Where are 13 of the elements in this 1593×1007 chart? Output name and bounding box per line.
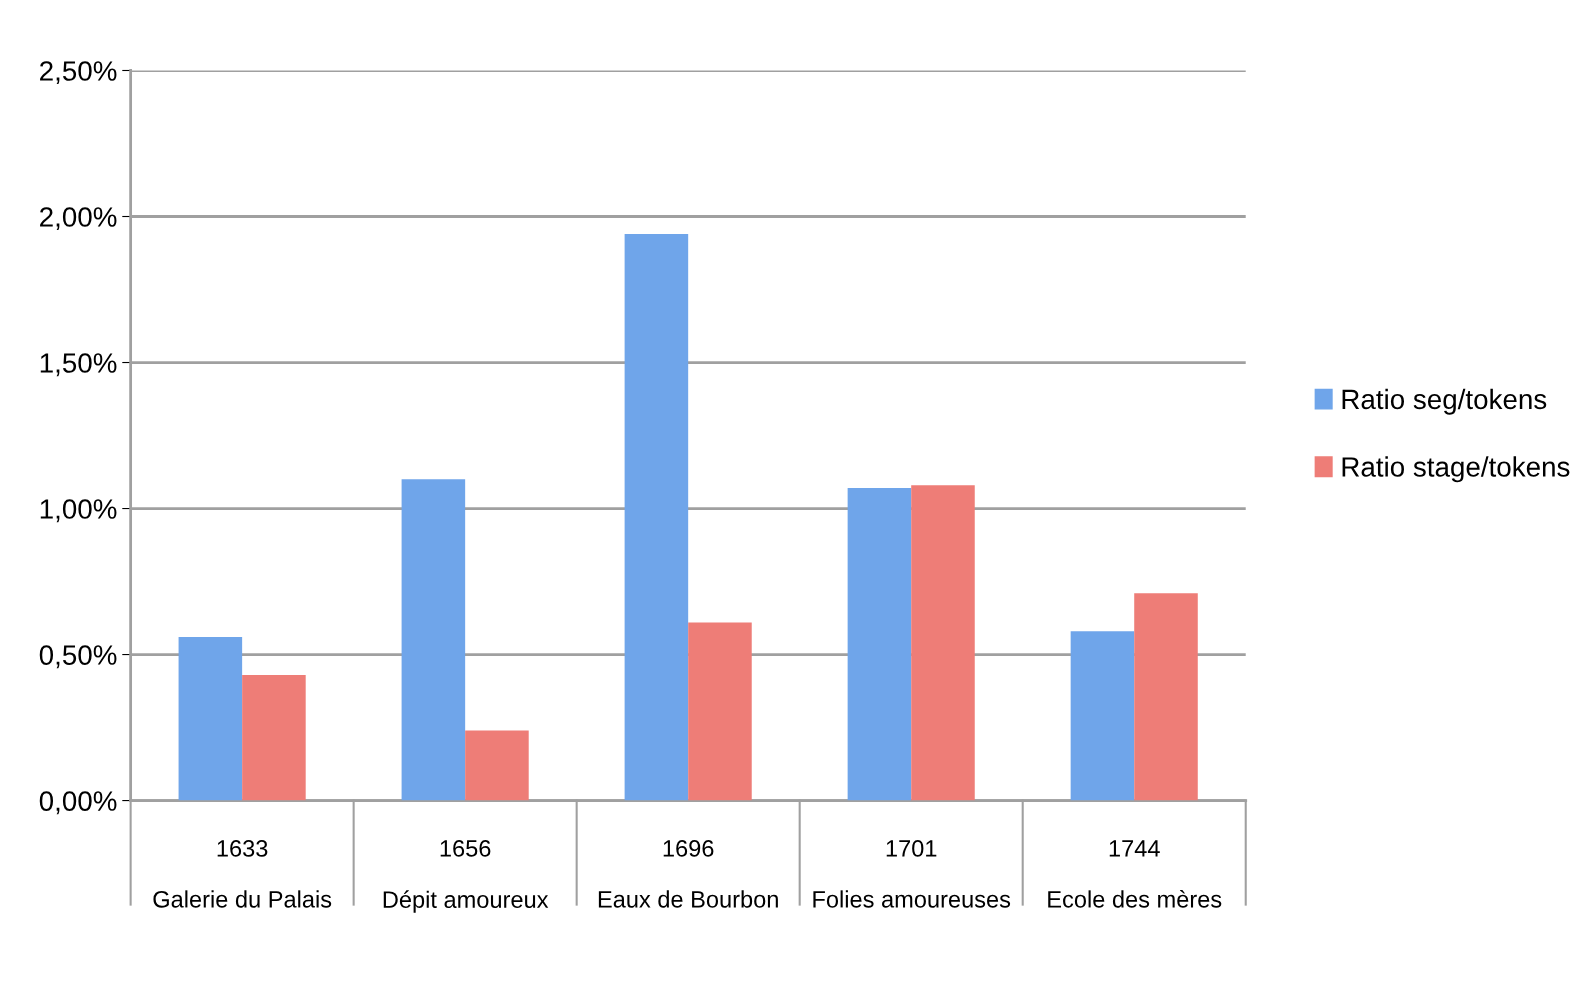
category-label: 1701 Folies amoureuses [813,840,1011,908]
y-tick-label: 2,00% [40,207,117,231]
y-tick-label: 2,50% [40,61,117,85]
y-tick-label: 1,50% [40,353,117,377]
category-label: 1696 Eaux de Bourbon [598,840,778,908]
y-tick-label: 0,50% [39,645,117,669]
category-label: 1744 Ecole des mères [1048,840,1222,908]
y-tick-label: 1,00% [40,499,117,523]
legend-label: Ratio seg/tokens [1342,388,1547,415]
category-label: 1633 Galerie du Palais [153,840,332,908]
category-label: 1656 Dépit amoureux [383,840,549,913]
y-tick-label: 0,00% [39,791,117,815]
legend-label: Ratio stage/tokens [1342,456,1570,483]
